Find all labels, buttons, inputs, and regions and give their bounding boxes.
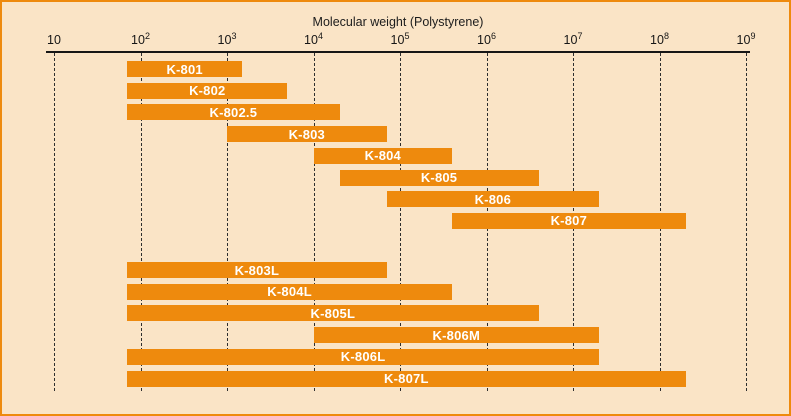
tick-base: 10 [304,33,318,47]
tick-exponent: 5 [404,30,410,41]
chart-title: Molecular weight (Polystyrene) [312,15,484,29]
x-tick-label-1e9: 109 [736,30,756,47]
bar-k-802: K-802 [127,82,288,99]
tick-base: 10 [736,33,751,47]
x-tick-label-1e2: 102 [131,30,150,47]
gridline-1e5 [400,53,401,391]
gridline-1e4 [313,53,315,391]
bar-k-806m: K-806M [313,327,600,344]
bar-label: K-803 [288,126,325,142]
bar-label: K-804L [267,284,312,300]
bar-label: K-807 [550,213,588,229]
x-tick-label-1e4: 104 [304,30,323,47]
tick-base: 10 [390,33,405,47]
x-tick-label-1e7: 107 [563,30,583,47]
bar-label: K-803L [234,262,280,278]
tick-exponent: 3 [231,30,237,41]
x-tick-label-1e1: 10 [47,33,61,47]
tick-exponent: 2 [144,30,150,41]
x-tick-label-1e6: 106 [477,30,496,47]
gridline-1e3 [227,53,228,391]
bar-label: K-807L [384,371,429,386]
bar-k-801: K-801 [127,61,243,77]
bar-k-804: K-804 [313,147,453,164]
bar-label: K-805L [310,305,356,321]
bar-k-805: K-805 [339,169,539,186]
tick-exponent: 9 [750,30,756,41]
tick-base: 10 [131,33,145,47]
x-tick-label-1e5: 105 [390,30,410,47]
tick-base: 10 [563,33,578,47]
x-tick-label-1e3: 103 [217,30,237,47]
tick-exponent: 8 [663,30,669,41]
bar-label: K-802 [189,83,226,99]
bar-k-803l: K-803L [127,262,387,278]
x-tick-label-1e8: 108 [650,30,669,47]
gridline-1e1 [54,53,55,391]
tick-exponent: 4 [317,30,323,41]
bar-k-806l: K-806L [127,348,600,365]
x-axis-line [46,51,750,53]
tick-base: 10 [650,33,664,47]
gridline-1e2 [140,53,142,391]
bar-k-806: K-806 [386,191,600,208]
bar-k-803: K-803 [227,126,387,143]
bar-k-804l: K-804L [127,283,453,300]
bar-label: K-806L [340,349,386,365]
bar-k-807: K-807 [452,212,686,229]
bar-k-805l: K-805L [127,305,539,322]
bar-k-807l: K-807L [127,370,686,387]
bar-label: K-805 [420,170,458,185]
tick-base: 10 [477,33,491,47]
bar-label: K-806M [432,327,480,343]
tick-base: 10 [47,33,61,47]
gridline-1e9 [746,53,747,391]
bar-label: K-801 [166,61,203,77]
bar-label: K-806 [474,191,512,207]
bar-k-802-5: K-802.5 [127,104,340,121]
tick-exponent: 6 [490,30,496,41]
tick-base: 10 [217,33,232,47]
bar-label: K-802.5 [209,104,258,120]
tick-exponent: 7 [577,30,583,41]
bar-label: K-804 [364,148,401,164]
